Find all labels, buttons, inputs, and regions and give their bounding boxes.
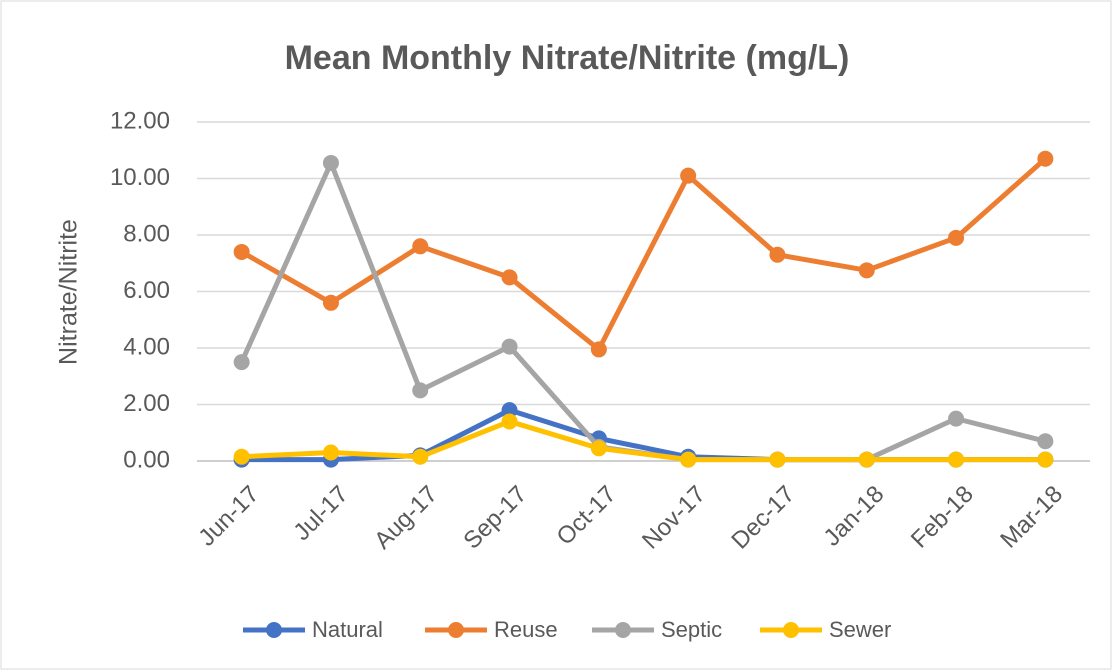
data-point (680, 167, 697, 184)
data-point (322, 154, 339, 171)
chart-title: Mean Monthly Nitrate/Nitrite (mg/L) (285, 39, 850, 77)
y-tick-label: 6.00 (123, 277, 170, 304)
legend-marker (783, 622, 799, 638)
legend-label: Septic (661, 617, 722, 642)
y-tick-label: 2.00 (123, 390, 170, 417)
legend-marker (615, 622, 631, 638)
data-point (501, 269, 518, 286)
series-line (241, 418, 1046, 463)
data-point (769, 246, 786, 263)
data-point (501, 413, 518, 430)
legend-label: Natural (312, 617, 383, 642)
data-point (948, 229, 965, 246)
data-point (590, 341, 607, 358)
data-point (233, 243, 250, 260)
data-point (233, 448, 250, 465)
data-point (858, 451, 875, 468)
data-point (1037, 150, 1054, 167)
legend-label: Sewer (829, 617, 891, 642)
data-point (322, 294, 339, 311)
data-point (501, 402, 518, 419)
legend-marker (266, 622, 282, 638)
data-point (590, 440, 607, 457)
y-tick-label: 4.00 (123, 333, 170, 360)
data-point (412, 382, 429, 399)
data-point (769, 451, 786, 468)
y-tick-label: 8.00 (123, 220, 170, 247)
data-point (1037, 451, 1054, 468)
data-point (948, 451, 965, 468)
data-point (680, 451, 697, 468)
y-tick-label: 12.00 (110, 107, 170, 134)
data-point (501, 338, 518, 355)
legend-marker (448, 622, 464, 638)
data-point (322, 444, 339, 461)
data-point (858, 262, 875, 279)
y-axis-label: Nitrate/Nitrite (55, 219, 83, 365)
legend-label: Reuse (494, 617, 558, 642)
data-point (412, 448, 429, 465)
data-point (948, 410, 965, 427)
data-point (233, 354, 250, 371)
data-point (412, 238, 429, 255)
data-point (1037, 433, 1054, 450)
y-tick-label: 10.00 (110, 164, 170, 191)
y-tick-label: 0.00 (123, 446, 170, 473)
